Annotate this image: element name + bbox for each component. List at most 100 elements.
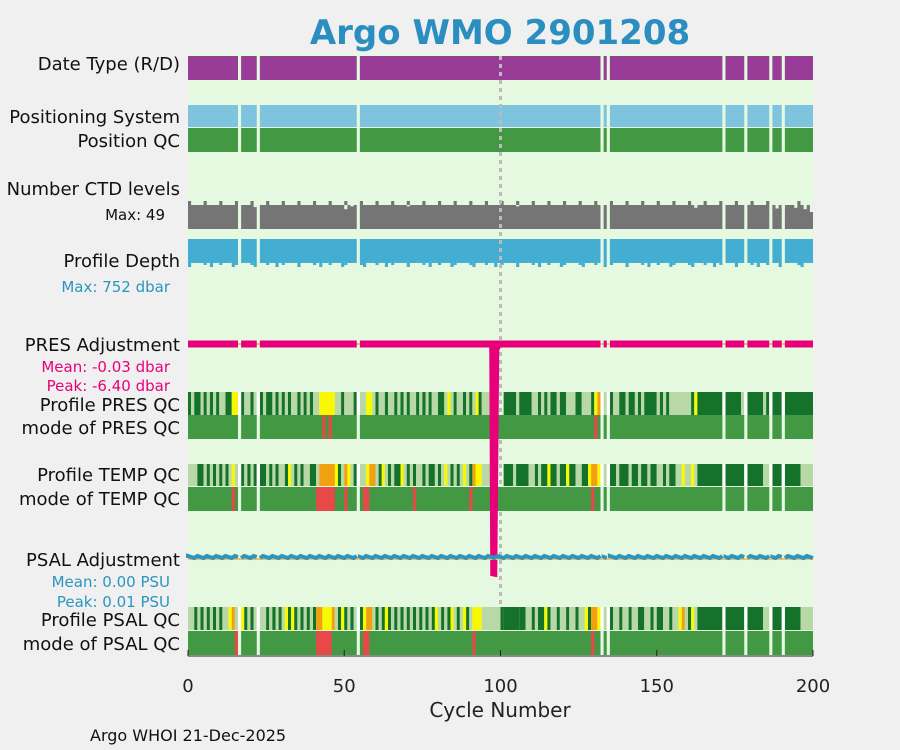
profile-depth-tail [559, 261, 563, 267]
profile-psal-qc-cell [747, 607, 763, 630]
profile-depth-tail [434, 261, 438, 263]
row-label-mode-pres-qc: mode of PRES QC [22, 418, 180, 439]
profile-pres-qc-cell [619, 392, 626, 415]
ctd-levels-peak [563, 201, 567, 205]
ctd-levels-peak [438, 201, 442, 205]
profile-pres-qc-cell [284, 392, 288, 415]
profile-psal-qc-cell [431, 607, 435, 630]
profile-depth-tail [316, 261, 320, 263]
chart-title: Argo WMO 2901208 [310, 13, 690, 53]
profile-temp-qc-cell [697, 464, 723, 486]
ctd-levels-peak [578, 201, 582, 205]
profile-psal-qc-cell [266, 607, 270, 630]
profile-depth-tail [403, 261, 407, 263]
profile-psal-qc-cell [669, 607, 673, 630]
profile-pres-qc-cell [403, 392, 407, 415]
profile-depth-tail [394, 261, 398, 263]
profile-depth-tail [300, 261, 304, 263]
profile-psal-qc-cell [444, 607, 448, 630]
profile-temp-qc-cell [250, 464, 254, 486]
profile-temp-qc-cell [247, 464, 251, 486]
profile-psal-qc-cell [763, 607, 770, 630]
profile-psal-qc-cell [613, 607, 620, 630]
profile-pres-qc-cell [194, 392, 201, 415]
profile-depth-tail [603, 261, 607, 267]
ctd-levels-bar [609, 205, 723, 229]
profile-depth-tail [563, 261, 567, 265]
profile-depth-tail [203, 261, 207, 265]
profile-pres-qc-cell [531, 392, 538, 415]
profile-depth-tail [247, 261, 251, 263]
ctd-levels-peak [203, 201, 207, 205]
profile-temp-qc-cell [278, 464, 285, 486]
mode-psal-qc-segment [725, 631, 745, 655]
ctd-levels-max: Max: 49 [105, 206, 165, 224]
profile-depth-tail [509, 261, 513, 263]
profile-pres-qc-cell [353, 392, 357, 415]
profile-temp-qc-cell [413, 464, 417, 486]
position-qc-bar-segment [609, 128, 723, 152]
position-qc-bar-segment [188, 128, 238, 152]
profile-depth-tail [788, 261, 792, 263]
profile-psal-qc-cell [694, 607, 698, 630]
profile-pres-qc-cell [291, 392, 298, 415]
profile-psal-qc-cell [400, 607, 404, 630]
profile-depth-tail [241, 261, 245, 263]
profile-pres-qc-gap [256, 392, 260, 415]
profile-psal-qc-cell [800, 607, 813, 630]
profile-depth-tail [525, 261, 529, 263]
profile-psal-qc-cell [697, 607, 723, 630]
profile-depth-tail [475, 261, 479, 263]
profile-temp-qc-cell [244, 464, 248, 486]
profile-temp-qc-cell [231, 464, 235, 486]
profile-psal-qc-cell [272, 607, 276, 630]
profile-psal-qc-cell [403, 607, 407, 630]
profile-pres-qc-cell [556, 392, 560, 415]
profile-depth-tail [519, 261, 523, 263]
profile-psal-qc-cell [450, 607, 454, 630]
ctd-levels-peak [406, 201, 410, 205]
profile-depth-tail [684, 261, 688, 263]
row-label-date-type: Date Type (R/D) [38, 54, 180, 75]
profile-psal-qc-cell [419, 607, 423, 630]
profile-depth-tail [331, 261, 335, 263]
profile-pres-qc-cell [409, 392, 417, 415]
date-type-bar-segment [603, 56, 607, 80]
row-label-profile-depth: Profile Depth [63, 251, 180, 272]
profile-temp-qc-cell [434, 464, 438, 486]
profile-temp-qc-cell [650, 464, 657, 486]
profile-psal-qc-cell [309, 607, 313, 630]
row-labels: Date Type (R/D) Positioning System Posit… [7, 54, 180, 655]
profile-psal-qc-cell [372, 607, 376, 630]
profile-temp-qc-cell [269, 464, 273, 486]
ctd-levels-peak [281, 201, 285, 205]
mode-psal-qc-bad-cell [472, 631, 476, 655]
profile-depth-tail [272, 261, 276, 263]
ctd-levels-peak [234, 201, 238, 205]
mode-temp-qc-bad-cell [591, 487, 595, 511]
profile-depth-tail [388, 261, 392, 263]
psal-adjustment-segment [723, 553, 745, 561]
profile-depth-tail [459, 261, 463, 263]
profile-pres-qc-cell [372, 392, 376, 415]
ctd-levels-peak [266, 201, 270, 205]
profile-depth-tail [222, 261, 226, 263]
mode-temp-qc-segment [784, 487, 813, 511]
profile-depth-tail [728, 261, 732, 263]
profile-depth-tail [347, 261, 351, 263]
profile-depth-tail [488, 261, 492, 263]
profile-pres-qc-cell [266, 392, 273, 415]
profile-depth-tail [666, 261, 670, 263]
profile-pres-qc-cell [278, 392, 282, 415]
mode-pres-qc-segment [725, 415, 745, 439]
profile-psal-qc-cell [597, 607, 601, 630]
profile-pres-qc-gap [356, 392, 360, 415]
profile-depth-tail [772, 261, 776, 263]
profile-pres-qc-cell [188, 392, 192, 415]
profile-depth-tail [528, 261, 532, 263]
profile-depth-tail [422, 261, 426, 265]
x-tick-label: 50 [333, 676, 356, 697]
profile-depth-tail [719, 261, 723, 265]
profile-depth-tail [644, 261, 648, 263]
